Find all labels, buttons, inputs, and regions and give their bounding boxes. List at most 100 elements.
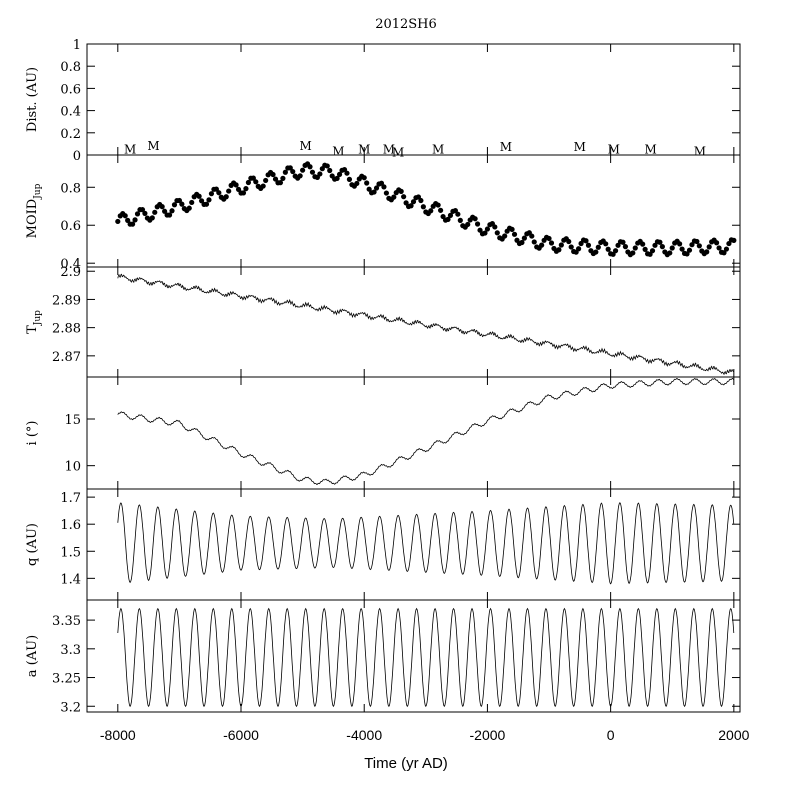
moid-point [593,249,599,255]
moid-point [612,248,619,254]
moid-point [139,207,146,213]
moid-point [605,246,611,252]
moid-point [721,250,727,256]
moid-point [223,194,229,200]
moid-point [398,188,404,194]
moid-point [420,204,426,210]
moid-point [679,246,685,252]
moid-point [494,230,500,236]
moid-point [684,251,690,257]
moid-point [373,185,380,191]
moid-point [159,204,165,210]
moid-point [484,226,491,232]
moid-point [445,216,451,222]
x-axis: -8000 -6000 -4000 -2000 0 2000 [100,727,750,743]
q-y-tick-label: 1.6 [60,518,81,533]
moid-point [179,201,185,207]
moid-point [428,208,434,214]
moid-point [324,163,330,169]
moid-point [115,218,121,225]
dist-y-tick-label: 1 [73,38,81,53]
moid-point [694,238,700,245]
moid-point [287,165,293,171]
moid-point [169,208,175,214]
moid-point [253,179,259,185]
moid-point [630,250,636,256]
moid-point [309,169,316,175]
moid-point [216,190,222,196]
moid-point [240,190,247,196]
q-y-axis-label: q (AU) [25,523,40,566]
moid-point [583,238,589,244]
moid-point [539,242,545,248]
q-y-tick-label: 1.5 [60,545,81,560]
moid-point [327,167,333,174]
moid-point [731,237,737,243]
dist-y-tick-label: 0.8 [60,60,81,75]
dist-y-tick-label: 0.2 [60,127,81,142]
moid-point [226,188,232,194]
moid-point [371,189,377,195]
close-approach-marker: M [574,140,586,154]
moid-point [482,230,488,236]
moid-point [344,170,350,176]
close-approach-marker: M [358,142,370,156]
moid-point [418,197,424,204]
moid-point [250,175,256,181]
moid-y-tick-label: 0.6 [60,219,81,234]
moid-point [290,168,296,175]
incl-frame [86,376,741,490]
a-frame [86,599,741,713]
panel-incl: 10 15 i (°) [25,376,741,490]
moid-point [669,245,675,251]
moid-point [142,210,148,216]
x-tick-label: -4000 [346,727,382,743]
a-y-tick-label: 3.3 [60,643,81,658]
moid-point [334,175,340,181]
moid-point [196,193,202,199]
moid-point [455,211,461,217]
moid-point [401,194,407,200]
moid-point [270,171,276,178]
x-tick-label: 2000 [718,727,749,743]
moid-point [280,175,286,181]
moid-point [548,240,555,246]
moid-point [713,240,720,246]
close-approach-marker: M [383,142,395,156]
tjup-y-tick-label: 2.89 [52,293,81,308]
moid-point [162,208,168,214]
q-y-tick-label: 1.4 [60,572,81,587]
moid-point [447,212,454,218]
panel-tjup: 2.87 2.88 2.89 2.9 TJup [25,265,741,378]
moid-point [640,241,646,247]
moid-point [282,169,288,175]
moid-point [620,239,626,245]
moid-point [657,239,663,245]
moid-point [272,176,279,182]
tjup-y-tick-label: 2.87 [52,350,81,365]
chart-title: 2012SH6 [375,17,437,32]
dist-y-tick-label: 0 [73,149,81,164]
moid-point [556,247,562,253]
a-y-tick-label: 3.25 [52,672,81,687]
moid-point [568,244,574,250]
x-tick-label: -6000 [223,727,259,743]
moid-point [474,221,481,227]
moid-point [521,235,527,241]
moid-point [457,217,463,223]
moid-point [171,202,178,208]
moid-point [206,197,212,203]
moid-y-axis-label-subscript: Jup [33,183,43,199]
moid-point [336,171,343,177]
tjup-series-line [117,273,734,376]
x-tick-label: -2000 [470,727,506,743]
tjup-y-axis-label-subscript: Jup [33,310,43,326]
moid-point [410,199,417,205]
moid-point [408,203,414,209]
x-axis-label: Time (yr AD) [364,755,448,772]
moid-point [435,202,441,208]
moid-point [134,211,141,217]
close-approach-marker: M [500,140,512,154]
q-series-line [117,501,735,585]
